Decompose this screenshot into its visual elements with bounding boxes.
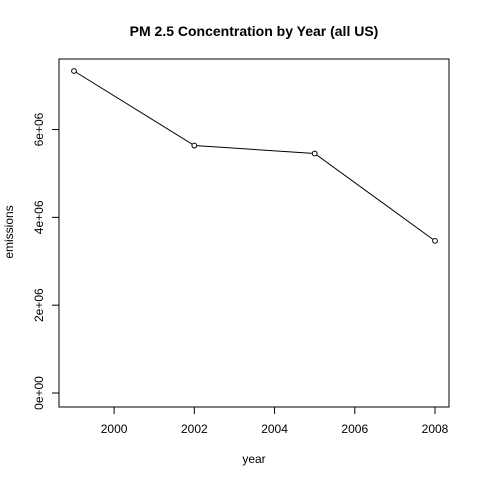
x-axis-ticks: 2000 2002 2004 2006 2008: [101, 407, 449, 436]
series-line-emissions: [73, 70, 436, 242]
y-tick-label: 2e+06: [32, 288, 46, 322]
x-tick-label: 2006: [341, 422, 368, 436]
y-axis-label: emissions: [2, 205, 16, 258]
y-tick-label: 0e+00: [32, 376, 46, 410]
plot-frame: [58, 58, 450, 408]
data-point: [432, 237, 438, 244]
chart-title: PM 2.5 Concentration by Year (all US): [130, 23, 379, 39]
x-tick-label: 2002: [181, 422, 208, 436]
y-tick-label: 6e+06: [32, 112, 46, 146]
y-axis-ticks: 0e+00 2e+06 4e+06 6e+06: [32, 112, 59, 410]
data-points: [71, 68, 438, 244]
x-tick-label: 2004: [261, 422, 288, 436]
x-tick-label: 2000: [101, 422, 128, 436]
data-point: [71, 68, 77, 74]
data-point: [191, 142, 198, 149]
data-point: [311, 150, 318, 157]
y-tick-label: 4e+06: [32, 200, 46, 234]
x-tick-label: 2008: [422, 422, 449, 436]
x-axis-label: year: [242, 452, 265, 466]
